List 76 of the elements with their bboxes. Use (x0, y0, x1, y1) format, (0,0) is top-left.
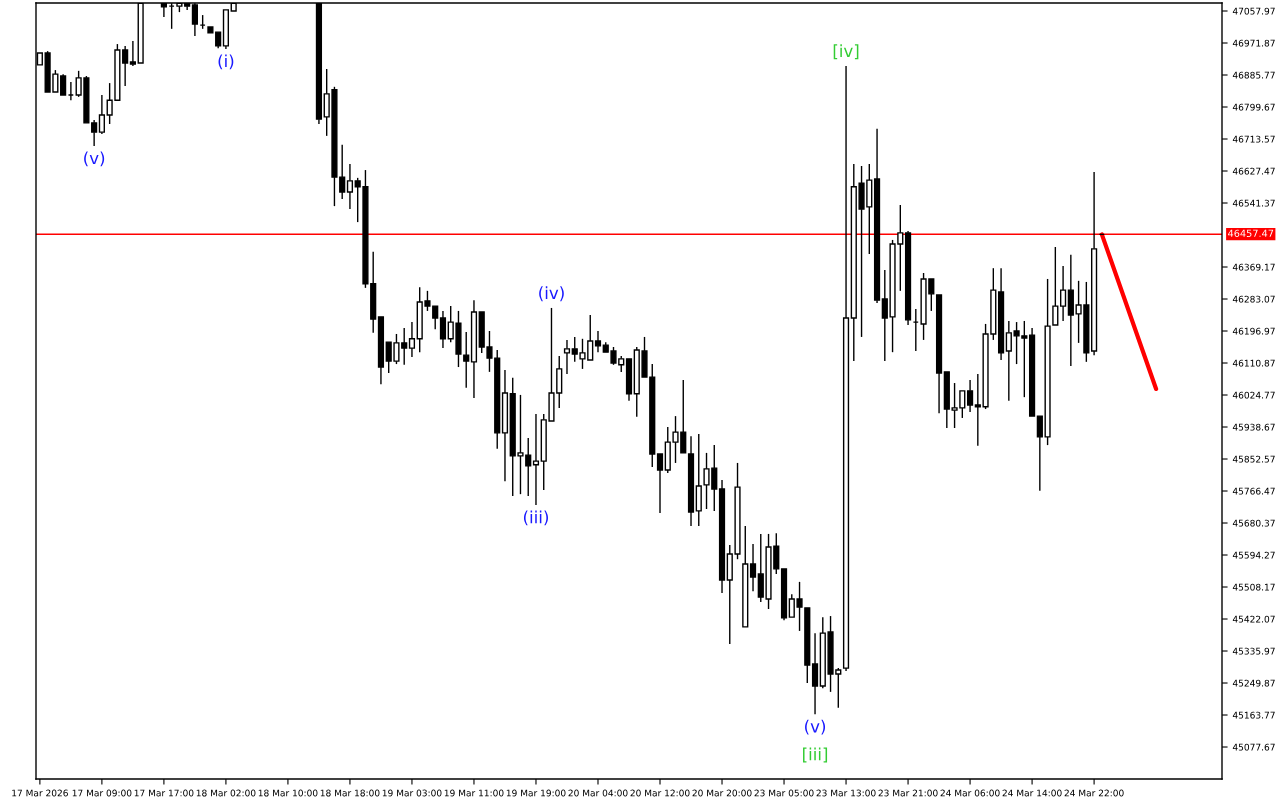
candlestick (625, 358, 633, 402)
x-tick-label: 18 Mar 18:00 (320, 789, 380, 797)
x-tick-label: 23 Mar 05:00 (754, 789, 814, 797)
ref-line-label: 46457.47 (1228, 229, 1274, 238)
x-tick-label: 20 Mar 20:00 (692, 789, 752, 797)
y-tick-label: 46713.57 (1232, 135, 1275, 143)
y-tick-label: 46885.77 (1232, 71, 1275, 79)
candlestick (122, 45, 129, 87)
x-tick-label: 23 Mar 13:00 (816, 789, 876, 797)
y-tick-label: 45766.47 (1232, 487, 1275, 495)
candlestick (563, 339, 571, 375)
y-tick-label: 46971.87 (1232, 39, 1275, 47)
x-tick-label: 24 Mar 06:00 (940, 789, 1000, 797)
x-tick-label: 24 Mar 14:00 (1002, 789, 1062, 797)
candlestick (377, 316, 385, 385)
y-tick-label: 45852.57 (1232, 455, 1275, 463)
x-tick-label: 19 Mar 19:00 (506, 789, 566, 797)
annotation: [iii] (803, 747, 828, 763)
x-tick-label: 17 Mar 17:00 (134, 789, 194, 797)
y-tick-label: 46024.77 (1232, 391, 1275, 399)
candlestick (439, 310, 447, 349)
x-tick-label: 18 Mar 10:00 (258, 789, 318, 797)
x-tick-label: 17 Mar 09:00 (72, 789, 132, 797)
candlestick (997, 267, 1005, 361)
y-tick-label: 45508.17 (1232, 583, 1275, 591)
annotation: (v) (805, 719, 826, 735)
x-tick-label: 20 Mar 04:00 (568, 789, 628, 797)
y-tick-label: 46283.07 (1232, 295, 1275, 303)
y-tick-label: 45077.67 (1232, 743, 1275, 751)
y-tick-label: 45422.07 (1232, 615, 1275, 623)
candlestick (749, 543, 757, 592)
candlestick (656, 453, 664, 514)
y-tick-label: 45680.37 (1232, 519, 1275, 527)
annotation: [iv] (833, 44, 859, 60)
x-tick-label: 19 Mar 03:00 (382, 789, 442, 797)
y-tick-label: 45249.87 (1232, 679, 1275, 687)
candlestick (501, 369, 509, 482)
x-tick-label: 18 Mar 02:00 (196, 789, 256, 797)
candlestick (873, 128, 881, 304)
y-tick-label: 45594.27 (1232, 551, 1275, 559)
candlestick (532, 413, 540, 506)
candlestick (470, 299, 478, 399)
x-tick-label: 20 Mar 12:00 (630, 789, 690, 797)
candlestick (222, 9, 230, 50)
annotation: (iii) (523, 510, 548, 526)
candlestick (594, 330, 602, 353)
y-tick-label: 46799.67 (1232, 103, 1275, 111)
candlestick (1059, 265, 1067, 322)
candlestick (1091, 171, 1098, 356)
candlestick (687, 435, 695, 527)
candlestick (408, 321, 416, 358)
y-tick-label: 45335.97 (1232, 647, 1275, 655)
annotation: (iv) (539, 286, 564, 302)
y-tick-label: 46541.37 (1232, 199, 1275, 207)
candlestick (1028, 327, 1036, 417)
x-tick-label: 19 Mar 11:00 (444, 789, 504, 797)
y-tick-label: 45938.67 (1232, 423, 1275, 431)
candlestick (966, 379, 974, 413)
candlestick (811, 632, 819, 715)
x-tick-label: 17 Mar 2026 (12, 789, 68, 797)
y-tick-label: 46196.97 (1232, 327, 1275, 335)
candlestick (346, 163, 354, 210)
y-tick-label: 45163.77 (1232, 711, 1275, 719)
x-tick-label: 24 Mar 22:00 (1064, 789, 1124, 797)
y-tick-label: 47057.97 (1232, 7, 1275, 15)
candlestick (742, 525, 749, 628)
candlestick (91, 119, 98, 147)
candlestick (935, 294, 943, 414)
annotation: (v) (84, 151, 105, 167)
candlestick (718, 479, 726, 594)
y-tick-label: 46627.47 (1232, 167, 1275, 175)
y-tick-label: 46110.87 (1232, 359, 1275, 367)
candlestick (842, 65, 850, 672)
y-tick-label: 46369.17 (1232, 263, 1275, 271)
annotation: (i) (218, 54, 234, 70)
x-tick-label: 23 Mar 21:00 (878, 789, 938, 797)
